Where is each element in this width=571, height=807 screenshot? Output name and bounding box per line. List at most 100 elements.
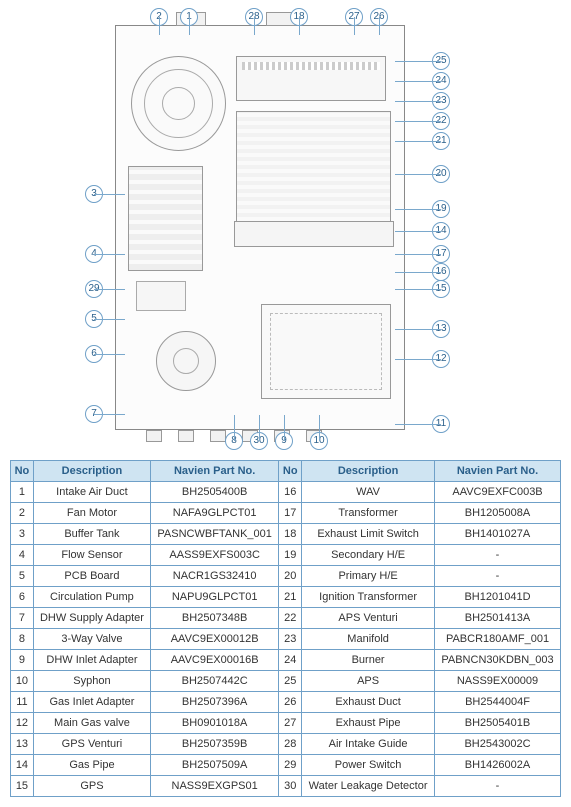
cell-no: 1	[11, 482, 34, 503]
cell-desc2: Air Intake Guide	[302, 734, 435, 755]
cell-desc: 3-Way Valve	[33, 629, 150, 650]
cell-desc: Gas Inlet Adapter	[33, 692, 150, 713]
table-row: 7DHW Supply AdapterBH2507348B22APS Ventu…	[11, 608, 561, 629]
cell-no: 9	[11, 650, 34, 671]
col-desc2: Description	[302, 461, 435, 482]
cell-desc: Main Gas valve	[33, 713, 150, 734]
cell-no2: 19	[279, 545, 302, 566]
cell-no: 10	[11, 671, 34, 692]
cell-desc: Fan Motor	[33, 503, 150, 524]
cell-pn: NASS9EXGPS01	[151, 776, 279, 797]
cell-pn2: -	[435, 566, 561, 587]
cell-no: 12	[11, 713, 34, 734]
cell-pn: BH0901018A	[151, 713, 279, 734]
cell-no: 3	[11, 524, 34, 545]
cell-pn: NAPU9GLPCT01	[151, 587, 279, 608]
cell-no: 11	[11, 692, 34, 713]
table-row: 3Buffer TankPASNCWBFTANK_00118Exhaust Li…	[11, 524, 561, 545]
cell-no: 14	[11, 755, 34, 776]
cell-pn2: BH1205008A	[435, 503, 561, 524]
cell-pn: NACR1GS32410	[151, 566, 279, 587]
cell-pn: NAFA9GLPCT01	[151, 503, 279, 524]
pump-shape	[156, 331, 216, 391]
cell-no: 4	[11, 545, 34, 566]
exploded-diagram: 1228182726252423222120191417161513121134…	[0, 0, 571, 445]
cell-desc: Syphon	[33, 671, 150, 692]
manifold-shape	[236, 56, 386, 101]
cell-desc: Circulation Pump	[33, 587, 150, 608]
cell-no2: 30	[279, 776, 302, 797]
cell-no2: 20	[279, 566, 302, 587]
cell-desc2: Manifold	[302, 629, 435, 650]
cell-pn: BH2507396A	[151, 692, 279, 713]
cell-desc: Intake Air Duct	[33, 482, 150, 503]
table-row: 4Flow SensorAASS9EXFS003C19Secondary H/E…	[11, 545, 561, 566]
cell-desc2: Power Switch	[302, 755, 435, 776]
cell-pn: BH2507359B	[151, 734, 279, 755]
cell-no2: 29	[279, 755, 302, 776]
table-row: 14Gas PipeBH2507509A29Power SwitchBH1426…	[11, 755, 561, 776]
cell-desc: GPS Venturi	[33, 734, 150, 755]
cell-no2: 25	[279, 671, 302, 692]
cell-pn2: PABCR180AMF_001	[435, 629, 561, 650]
cell-desc2: Exhaust Duct	[302, 692, 435, 713]
table-header: No Description Navien Part No. No Descri…	[11, 461, 561, 482]
table-body: 1Intake Air DuctBH2505400B16WAVAAVC9EXFC…	[11, 482, 561, 797]
table-row: 1Intake Air DuctBH2505400B16WAVAAVC9EXFC…	[11, 482, 561, 503]
secondary-hex-shape	[234, 221, 394, 247]
cell-pn2: BH2543002C	[435, 734, 561, 755]
cell-pn2: -	[435, 776, 561, 797]
cell-no2: 24	[279, 650, 302, 671]
cell-pn2: PABNCN30KDBN_003	[435, 650, 561, 671]
cell-no2: 28	[279, 734, 302, 755]
table-row: 5PCB BoardNACR1GS3241020Primary H/E-	[11, 566, 561, 587]
table-row: 9DHW Inlet AdapterAAVC9EX00016B24BurnerP…	[11, 650, 561, 671]
cell-desc: DHW Supply Adapter	[33, 608, 150, 629]
cell-desc2: APS Venturi	[302, 608, 435, 629]
cell-no: 13	[11, 734, 34, 755]
valve-shape	[136, 281, 186, 311]
cell-desc2: Primary H/E	[302, 566, 435, 587]
cell-desc2: APS	[302, 671, 435, 692]
cell-pn2: BH2544004F	[435, 692, 561, 713]
cell-pn2: BH2501413A	[435, 608, 561, 629]
cell-no2: 26	[279, 692, 302, 713]
table-row: 12Main Gas valveBH0901018A27Exhaust Pipe…	[11, 713, 561, 734]
pcb-shape	[261, 304, 391, 399]
col-no: No	[11, 461, 34, 482]
cell-pn: BH2507442C	[151, 671, 279, 692]
cell-pn2: BH1201041D	[435, 587, 561, 608]
cell-desc: GPS	[33, 776, 150, 797]
cell-pn2: BH1401027A	[435, 524, 561, 545]
cell-desc2: Exhaust Pipe	[302, 713, 435, 734]
cell-no: 6	[11, 587, 34, 608]
table-row: 2Fan MotorNAFA9GLPCT0117TransformerBH120…	[11, 503, 561, 524]
cell-desc2: Transformer	[302, 503, 435, 524]
col-part: Navien Part No.	[151, 461, 279, 482]
buffer-tank-shape	[128, 166, 203, 271]
table-row: 10SyphonBH2507442C25APSNASS9EX00009	[11, 671, 561, 692]
cell-desc2: Ignition Transformer	[302, 587, 435, 608]
table-row: 15GPSNASS9EXGPS0130Water Leakage Detecto…	[11, 776, 561, 797]
cell-pn2: -	[435, 545, 561, 566]
cell-pn: BH2505400B	[151, 482, 279, 503]
cell-pn2: BH1426002A	[435, 755, 561, 776]
cell-desc: Flow Sensor	[33, 545, 150, 566]
cell-no2: 21	[279, 587, 302, 608]
table-row: 83-Way ValveAAVC9EX00012B23ManifoldPABCR…	[11, 629, 561, 650]
cell-no2: 16	[279, 482, 302, 503]
cell-pn: BH2507348B	[151, 608, 279, 629]
cell-no2: 23	[279, 629, 302, 650]
cell-no: 8	[11, 629, 34, 650]
cell-desc2: Water Leakage Detector	[302, 776, 435, 797]
cell-desc: Gas Pipe	[33, 755, 150, 776]
cell-pn2: NASS9EX00009	[435, 671, 561, 692]
boiler-outline	[115, 25, 405, 430]
col-part2: Navien Part No.	[435, 461, 561, 482]
table-row: 13GPS VenturiBH2507359B28Air Intake Guid…	[11, 734, 561, 755]
cell-pn2: BH2505401B	[435, 713, 561, 734]
cell-pn2: AAVC9EXFC003B	[435, 482, 561, 503]
cell-no2: 27	[279, 713, 302, 734]
parts-table: No Description Navien Part No. No Descri…	[10, 460, 561, 797]
cell-no2: 22	[279, 608, 302, 629]
